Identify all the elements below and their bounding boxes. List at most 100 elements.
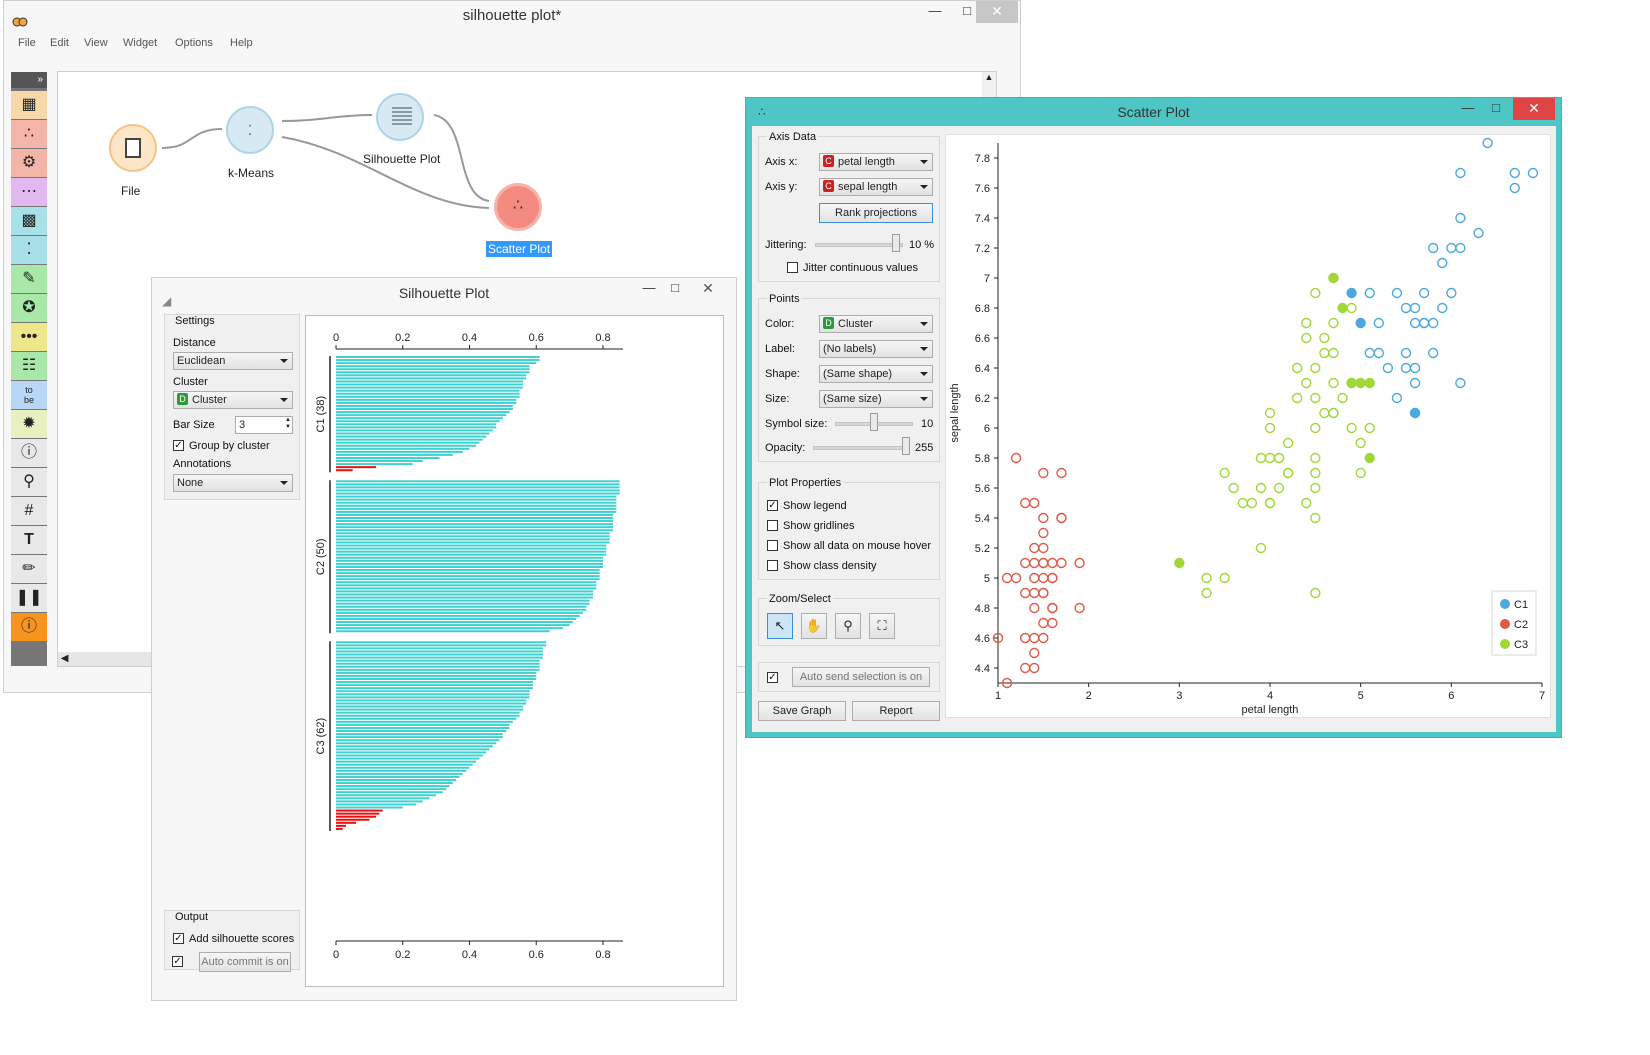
distance-combo[interactable]: Euclidean: [173, 352, 293, 370]
shape-combo[interactable]: (Same shape): [819, 365, 933, 383]
silhouette-bar: [336, 526, 614, 529]
report-button[interactable]: Report: [852, 701, 940, 721]
kmeans-icon[interactable]: ⁚: [11, 236, 47, 264]
bottom-tick-label: 0: [333, 949, 339, 961]
settings-title: Settings: [173, 315, 217, 327]
menu-edit[interactable]: Edit: [50, 37, 69, 49]
selected-point-c3: [1328, 272, 1339, 284]
text-icon[interactable]: T: [11, 526, 47, 554]
opacity-slider[interactable]: [813, 446, 909, 450]
silhouette-plot-area[interactable]: 0 0 0.2 0.2 0.4 0.4 0.6 0.6 0.8 0.8 C1 (38) C2 (50)…: [305, 315, 724, 987]
scatter-node[interactable]: ∴: [494, 183, 542, 231]
horizontal-scrollbar[interactable]: ◀: [58, 652, 158, 666]
auto-commit-button[interactable]: Auto commit is on: [199, 952, 291, 972]
show-class-density-checkbox[interactable]: [767, 560, 778, 571]
file-node[interactable]: [109, 124, 157, 172]
menu-options[interactable]: Options: [175, 37, 213, 49]
info-icon[interactable]: ⓘ: [11, 439, 47, 467]
auto-commit-label: Auto commit is on: [201, 956, 289, 968]
jitter-continuous-checkbox[interactable]: [787, 262, 798, 273]
annotations-combo[interactable]: None: [173, 474, 293, 492]
group-by-cluster-checkbox[interactable]: ✓: [173, 440, 184, 451]
save-graph-button[interactable]: Save Graph: [758, 701, 846, 721]
linear-projection-icon[interactable]: ⋯: [11, 178, 47, 206]
label-combo[interactable]: (No labels): [819, 340, 933, 358]
zoom-magnifier-icon[interactable]: ⚲: [835, 613, 861, 639]
data-point-c2: [1001, 572, 1013, 584]
scatter-maximize-button[interactable]: □: [1492, 100, 1500, 115]
color-combo[interactable]: D Cluster: [819, 315, 933, 333]
pause-icon[interactable]: ❚❚: [11, 584, 47, 612]
jittering-slider-handle[interactable]: [892, 234, 900, 252]
data-point-c3: [1310, 587, 1321, 599]
corpus-text-icon[interactable]: to be: [11, 381, 47, 409]
add-scores-checkbox[interactable]: ✓: [173, 933, 184, 944]
show-gridlines-checkbox[interactable]: [767, 520, 778, 531]
network-icon[interactable]: ✪: [11, 294, 47, 322]
file-node-label: File: [121, 184, 141, 198]
show-all-data-checkbox[interactable]: [767, 540, 778, 551]
menu-help[interactable]: Help: [230, 37, 253, 49]
data-point-c3: [1346, 302, 1357, 314]
data-table-icon[interactable]: ▦: [11, 91, 47, 119]
scatter-minimize-button[interactable]: —: [1461, 100, 1475, 115]
pen-icon[interactable]: ✏: [11, 555, 47, 583]
maximize-button[interactable]: □: [963, 3, 971, 18]
silhouette-bar: [336, 371, 530, 374]
silhouette-bar: [336, 466, 377, 469]
opacity-slider-handle[interactable]: [902, 437, 910, 455]
tree-icon[interactable]: ⚙: [11, 149, 47, 177]
auto-commit-checkbox[interactable]: ✓: [172, 956, 183, 967]
scatter-plot-area[interactable]: 1 2 3 4 5 6 7 4.4 4.6 4.8 5 5.2 5.4 5.6 5.8 6 6.2 6.4 6.6 6…: [945, 134, 1551, 718]
distribution-icon[interactable]: ✹: [11, 410, 47, 438]
outliers-icon[interactable]: •••: [11, 323, 47, 351]
close-button[interactable]: ✕: [976, 1, 1018, 23]
silhouette-window: ◢ Silhouette Plot — □ ✕ Settings Distanc…: [151, 277, 737, 1001]
data-point-c2: [1038, 467, 1049, 479]
y-tick-label: 7.8: [975, 153, 990, 165]
symbol-size-slider-handle[interactable]: [870, 413, 878, 431]
plot-properties-panel: Plot Properties ✓ Show legend Show gridl…: [758, 477, 940, 580]
pan-hand-icon[interactable]: ✋: [801, 613, 827, 639]
zoom-icon[interactable]: ⚲: [11, 468, 47, 496]
heatmap-icon[interactable]: ▩: [11, 207, 47, 235]
auto-send-checkbox[interactable]: ✓: [767, 672, 778, 683]
data-point-c3: [1328, 407, 1339, 419]
select-arrow-icon[interactable]: ↖: [767, 613, 793, 639]
selected-point-c3: [1355, 377, 1366, 389]
silhouette-bar: [336, 547, 607, 550]
data-point-c1: [1455, 377, 1466, 389]
rank-projections-button[interactable]: Rank projections: [819, 203, 933, 223]
grid-icon[interactable]: #: [11, 497, 47, 525]
save-graph-label: Save Graph: [772, 705, 832, 717]
kmeans-node[interactable]: ⁚: [226, 106, 274, 154]
som-icon[interactable]: ☷: [11, 352, 47, 380]
vertical-scrollbar[interactable]: ▲: [982, 72, 996, 98]
cluster-combo[interactable]: D Cluster: [173, 391, 293, 409]
data-point-c2: [1056, 557, 1067, 569]
silhouette-bar: [336, 723, 510, 726]
scatter-close-button[interactable]: ✕: [1513, 98, 1555, 120]
size-combo[interactable]: (Same size): [819, 390, 933, 408]
jittering-slider[interactable]: [815, 243, 903, 247]
show-legend-checkbox[interactable]: ✓: [767, 500, 778, 511]
menu-view[interactable]: View: [84, 37, 108, 49]
toolbox-collapse-icon[interactable]: »: [11, 72, 47, 88]
help-icon[interactable]: ⓘ: [11, 613, 47, 641]
bar-size-spinbox[interactable]: 3 ▲ ▼: [235, 416, 293, 434]
zoom-reset-icon[interactable]: ⛶: [869, 613, 895, 639]
menu-file[interactable]: File: [18, 37, 36, 49]
minimize-button[interactable]: —: [928, 3, 942, 18]
silhouette-node[interactable]: [376, 93, 424, 141]
silhouette-close-button[interactable]: ✕: [688, 278, 728, 300]
spin-arrows-icon[interactable]: ▲ ▼: [285, 417, 291, 430]
paint-data-icon[interactable]: ✎: [11, 265, 47, 293]
silhouette-minimize-button[interactable]: —: [642, 280, 656, 295]
scatter-plot-icon[interactable]: ∴: [11, 120, 47, 148]
menu-widget[interactable]: Widget: [123, 37, 158, 49]
data-point-c2: [1038, 632, 1049, 644]
auto-send-button[interactable]: Auto send selection is on: [792, 667, 930, 687]
silhouette-maximize-button[interactable]: □: [671, 280, 679, 295]
